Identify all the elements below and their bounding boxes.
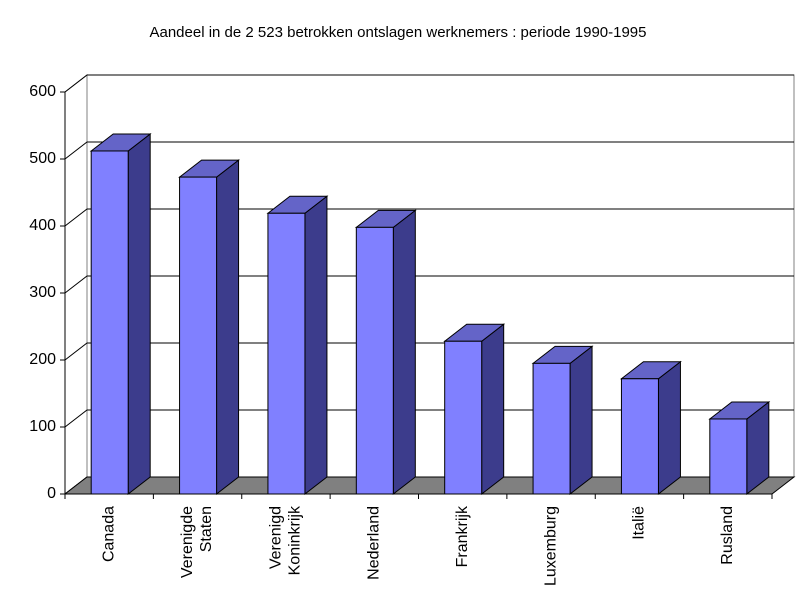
bar-side <box>392 209 416 496</box>
bar <box>178 159 241 496</box>
y-tick-label: 200 <box>29 351 56 368</box>
y-tick-label: 600 <box>29 83 56 100</box>
grid-line <box>64 275 794 294</box>
bar-side <box>304 195 328 496</box>
x-tick-label: Rusland <box>719 506 736 565</box>
bar-front <box>267 212 306 495</box>
x-tick-label: Verenigd Koninkrijk <box>268 505 304 580</box>
bar-front <box>620 378 659 495</box>
y-tick-label: 300 <box>29 284 56 301</box>
bar-front <box>444 340 483 495</box>
bar-side <box>127 132 151 496</box>
x-tick-label: Frankrijk <box>454 505 471 567</box>
x-tick-label: Luxemburg <box>542 506 559 586</box>
bar <box>443 323 506 496</box>
x-tick-label: Verenigde Staten <box>179 506 215 578</box>
bar-front <box>355 226 394 495</box>
bar-front <box>90 150 129 495</box>
grid-line <box>64 74 794 93</box>
bar <box>89 132 152 496</box>
grid-line <box>64 141 794 160</box>
y-tick-label: 400 <box>29 217 56 234</box>
chart-title: Aandeel in de 2 523 betrokken ontslagen … <box>149 24 646 41</box>
grid-line <box>64 208 794 227</box>
y-tick-label: 100 <box>29 418 56 435</box>
bar-side <box>481 323 505 496</box>
bar-side <box>216 159 240 496</box>
grid-line <box>64 342 794 361</box>
y-tick-label: 0 <box>47 485 56 502</box>
bar <box>619 360 682 496</box>
bar <box>354 209 417 496</box>
x-tick-label: Canada <box>100 506 117 562</box>
bar-front <box>179 176 218 495</box>
bar <box>266 195 329 496</box>
x-tick-label: Nederland <box>366 506 383 580</box>
bar <box>708 400 771 496</box>
bar <box>531 345 594 496</box>
bar-front <box>532 362 571 495</box>
y-tick-label: 500 <box>29 150 56 167</box>
bar-front <box>709 418 748 495</box>
floor <box>63 476 796 495</box>
bar-side <box>657 360 681 496</box>
bar-side <box>569 345 593 496</box>
x-tick-label: Italië <box>631 506 648 540</box>
